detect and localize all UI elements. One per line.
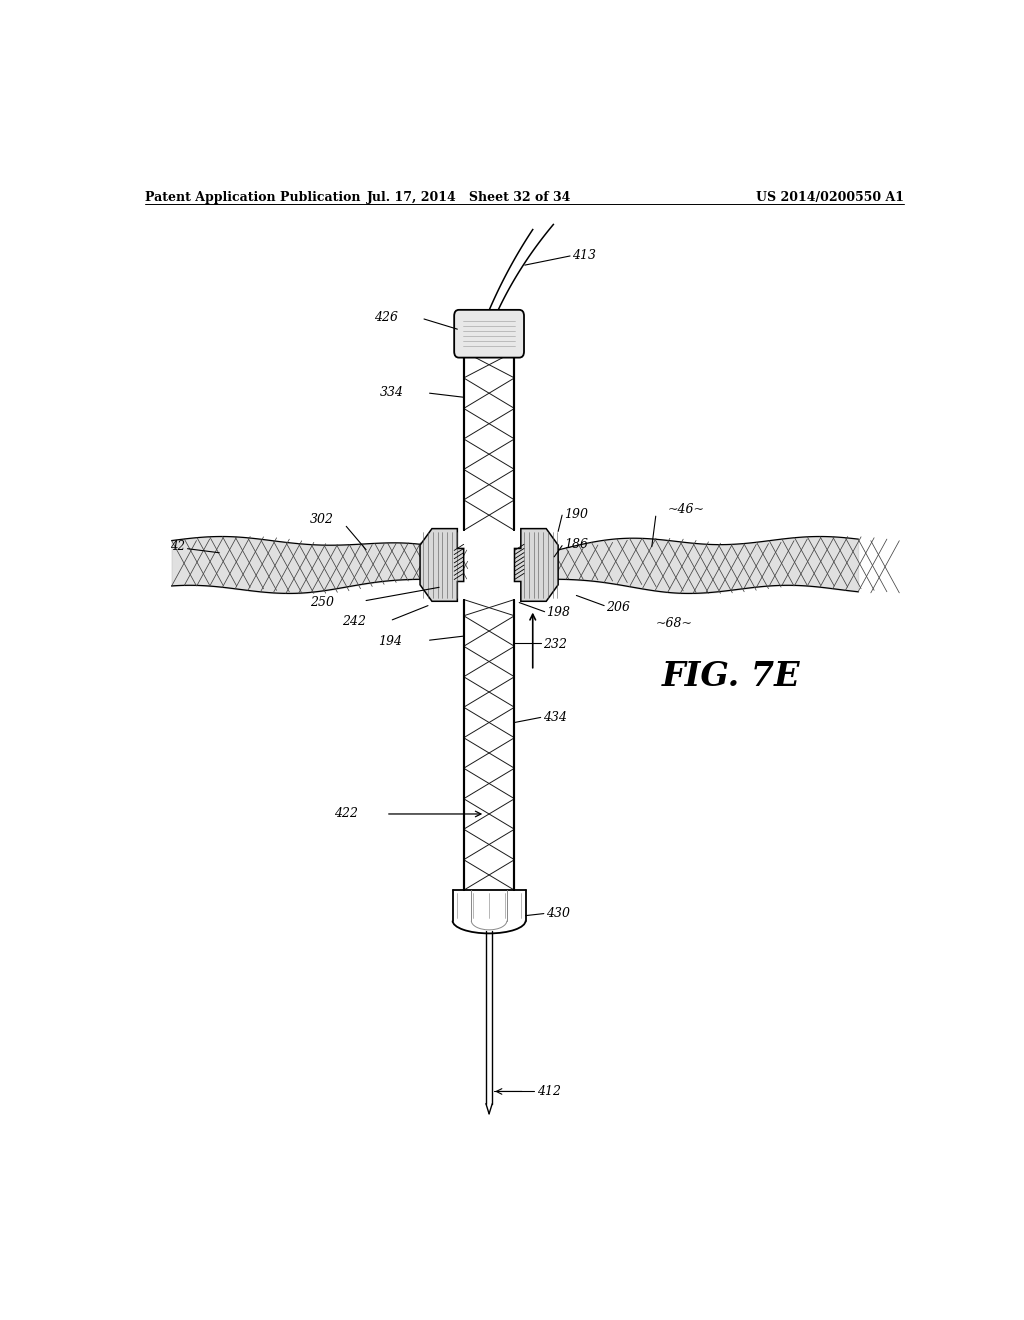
Text: 250: 250 bbox=[310, 597, 334, 609]
Text: 334: 334 bbox=[379, 385, 403, 399]
Text: 206: 206 bbox=[606, 601, 631, 614]
FancyBboxPatch shape bbox=[455, 310, 524, 358]
Text: 242: 242 bbox=[342, 615, 367, 628]
Text: 422: 422 bbox=[334, 808, 358, 821]
Text: 412: 412 bbox=[537, 1085, 561, 1098]
Text: US 2014/0200550 A1: US 2014/0200550 A1 bbox=[756, 190, 904, 203]
Text: 426: 426 bbox=[374, 312, 397, 325]
Polygon shape bbox=[420, 528, 464, 602]
Text: 302: 302 bbox=[310, 512, 334, 525]
Text: Patent Application Publication: Patent Application Publication bbox=[145, 190, 360, 203]
Text: Jul. 17, 2014   Sheet 32 of 34: Jul. 17, 2014 Sheet 32 of 34 bbox=[367, 190, 571, 203]
Text: FIG. 7E: FIG. 7E bbox=[662, 660, 801, 693]
Text: ~46~: ~46~ bbox=[668, 503, 705, 516]
Polygon shape bbox=[514, 528, 558, 602]
Text: 198: 198 bbox=[546, 606, 570, 619]
Text: 190: 190 bbox=[564, 508, 589, 520]
Text: 194: 194 bbox=[378, 635, 401, 648]
Text: 434: 434 bbox=[543, 711, 567, 723]
Text: 232: 232 bbox=[543, 638, 567, 651]
Bar bbox=[464, 599, 514, 890]
Text: ~68~: ~68~ bbox=[655, 618, 693, 631]
Text: 430: 430 bbox=[546, 907, 570, 920]
Bar bbox=[464, 351, 514, 531]
Text: 186: 186 bbox=[564, 539, 589, 552]
Text: 42: 42 bbox=[170, 540, 185, 553]
Text: 413: 413 bbox=[572, 249, 596, 263]
